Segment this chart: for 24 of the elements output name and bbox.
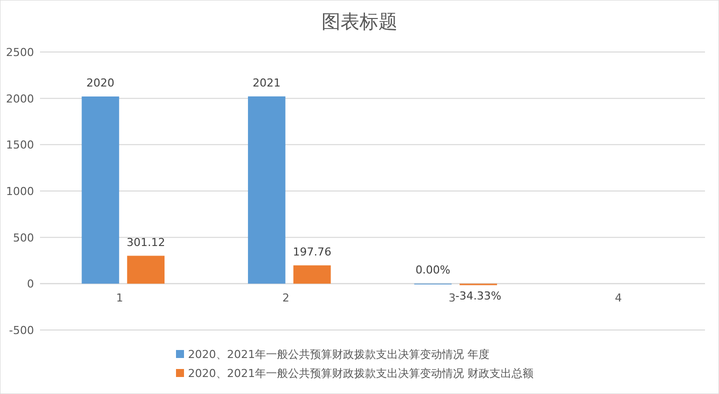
data-label: 2021	[252, 76, 281, 90]
data-label: -34.33%	[455, 290, 502, 303]
legend-label: 2020、2021年一般公共预算财政拨款支出决算变动情况 财政支出总额	[188, 367, 534, 380]
y-tick-label: -500	[9, 324, 34, 337]
x-tick-label: 3	[448, 292, 456, 305]
chart-title: 图表标题	[322, 11, 398, 33]
bar	[248, 96, 286, 284]
legend-label: 2020、2021年一般公共预算财政拨款支出决算变动情况 年度	[188, 348, 490, 361]
bar	[293, 265, 331, 284]
y-tick-label: 0	[27, 278, 34, 291]
y-tick-label: 500	[13, 231, 34, 244]
data-label: 0.00%	[415, 264, 450, 277]
y-tick-label: 2000	[6, 92, 34, 106]
y-tick-label: 1500	[6, 138, 34, 152]
y-tick-label: 1000	[6, 185, 34, 198]
bar	[127, 256, 165, 284]
x-tick-label: 1	[116, 292, 124, 305]
x-tick-label: 4	[614, 292, 622, 305]
x-tick-label: 2	[282, 292, 290, 305]
data-label: 2020	[86, 76, 114, 90]
y-tick-label: 2500	[6, 46, 34, 59]
data-label: 197.76	[292, 245, 332, 258]
data-label: 301.12	[126, 236, 166, 249]
bar	[82, 96, 120, 284]
